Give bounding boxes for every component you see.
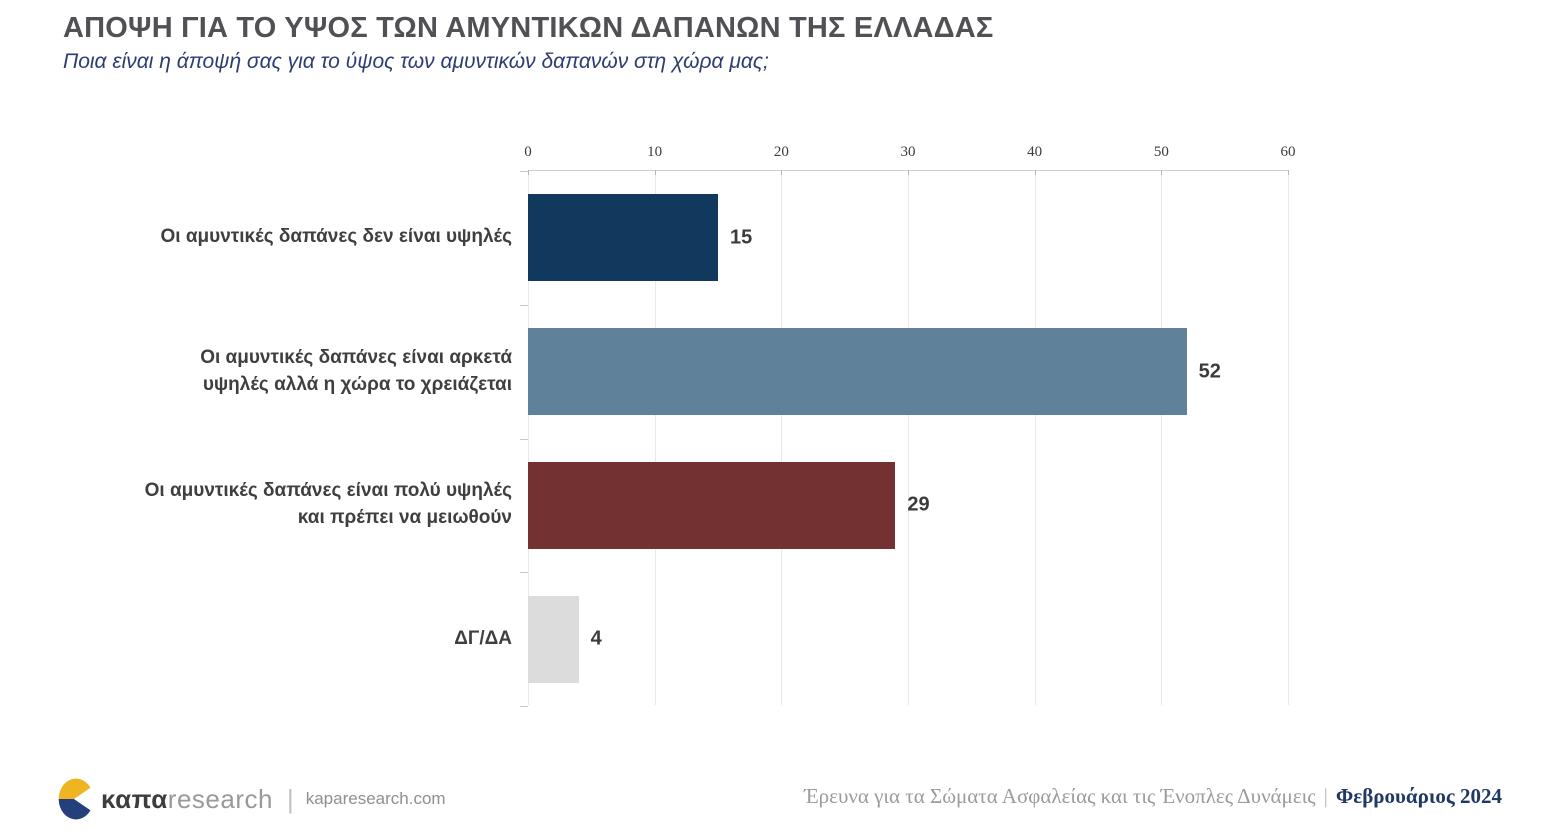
brand-name-bold: καπα xyxy=(101,783,168,814)
survey-date: Φεβρουάριος 2024 xyxy=(1335,784,1502,808)
bar-value-label: 52 xyxy=(1198,360,1221,383)
x-axis-tick xyxy=(1161,170,1163,175)
category-axis-tick xyxy=(520,171,528,172)
gridline xyxy=(1034,171,1036,705)
x-axis-tick-label: 50 xyxy=(1153,144,1169,160)
gridline xyxy=(654,171,656,705)
bar xyxy=(528,194,718,282)
category-label-line: υψηλές αλλά η χώρα το χρειάζεται xyxy=(202,373,512,395)
x-axis-tick xyxy=(1034,170,1036,175)
x-axis-tick xyxy=(781,170,783,175)
x-axis-tick xyxy=(1288,170,1289,175)
kapa-logo-mark-icon xyxy=(58,778,94,820)
category-axis-tick xyxy=(520,706,528,707)
category-label-line: Οι αμυντικές δαπάνες δεν είναι υψηλές xyxy=(160,226,512,248)
bar-row: 52 xyxy=(528,305,1288,439)
x-axis-tick-label: 30 xyxy=(900,144,916,160)
footer-left-divider: | xyxy=(286,783,294,814)
category-label-line: ΔΓ/ΔΑ xyxy=(454,627,512,649)
bar-value-label: 15 xyxy=(730,226,753,249)
kapa-logo: καπα research | kaparesearch.com xyxy=(58,776,446,822)
brand-website: kaparesearch.com xyxy=(305,789,446,808)
category-label: Οι αμυντικές δαπάνες δεν είναι υψηλές xyxy=(120,170,512,304)
gridline xyxy=(908,171,909,705)
plot-area: 0 10 20 30 40 50 60 15 52 29 4 xyxy=(520,144,1296,707)
x-axis-tick-label: 60 xyxy=(1280,144,1296,160)
category-label-line: Οι αμυντικές δαπάνες είναι αρκετά xyxy=(200,346,512,368)
bar-value-label: 4 xyxy=(590,627,602,650)
footer-right-divider: | xyxy=(1323,784,1328,808)
x-axis-tick-label: 20 xyxy=(773,144,789,160)
x-axis-tick xyxy=(528,170,529,175)
category-label: Οι αμυντικές δαπάνες είναι αρκετά υψηλές … xyxy=(120,304,512,438)
x-axis-tick-label: 10 xyxy=(647,144,663,160)
footer-survey-info: Έρευνα για τα Σώματα Ασφαλείας και τις Έ… xyxy=(804,784,1502,809)
x-axis-tick-label: 40 xyxy=(1027,144,1043,160)
x-axis-tick-label: 0 xyxy=(524,144,532,160)
category-axis-tick xyxy=(520,304,528,306)
bar-row: 15 xyxy=(528,171,1288,305)
category-label-line: και πρέπει να μειωθούν xyxy=(297,507,512,529)
page-title: ΑΠΟΨΗ ΓΙΑ ΤΟ ΥΨΟΣ ΤΩΝ ΑΜΥΝΤΙΚΩΝ ΔΑΠΑΝΩΝ … xyxy=(63,12,994,44)
category-label: ΔΓ/ΔΑ xyxy=(120,571,512,705)
gridline xyxy=(1161,171,1163,705)
page-subtitle: Ποια είναι η άποψή σας για το ύψος των α… xyxy=(63,50,769,73)
category-label-line: Οι αμυντικές δαπάνες είναι πολύ υψηλές xyxy=(144,480,512,502)
category-labels: Οι αμυντικές δαπάνες δεν είναι υψηλές Οι … xyxy=(120,170,512,705)
gridline xyxy=(1288,171,1289,705)
survey-title: Έρευνα για τα Σώματα Ασφαλείας και τις Έ… xyxy=(804,784,1316,808)
gridline xyxy=(528,171,529,705)
bar-row: 4 xyxy=(528,572,1288,706)
bar xyxy=(528,328,1187,416)
bar-row: 29 xyxy=(528,439,1288,573)
x-axis-tick xyxy=(654,170,656,175)
category-label: Οι αμυντικές δαπάνες είναι πολύ υψηλές κα… xyxy=(120,438,512,572)
gridline xyxy=(781,171,783,705)
category-axis-tick xyxy=(520,438,528,440)
bar xyxy=(528,461,896,549)
bar xyxy=(528,595,579,683)
bar-value-label: 29 xyxy=(907,493,930,516)
category-axis-tick xyxy=(520,572,528,574)
brand-name-light: research xyxy=(167,783,273,814)
x-axis-tick xyxy=(908,170,909,175)
